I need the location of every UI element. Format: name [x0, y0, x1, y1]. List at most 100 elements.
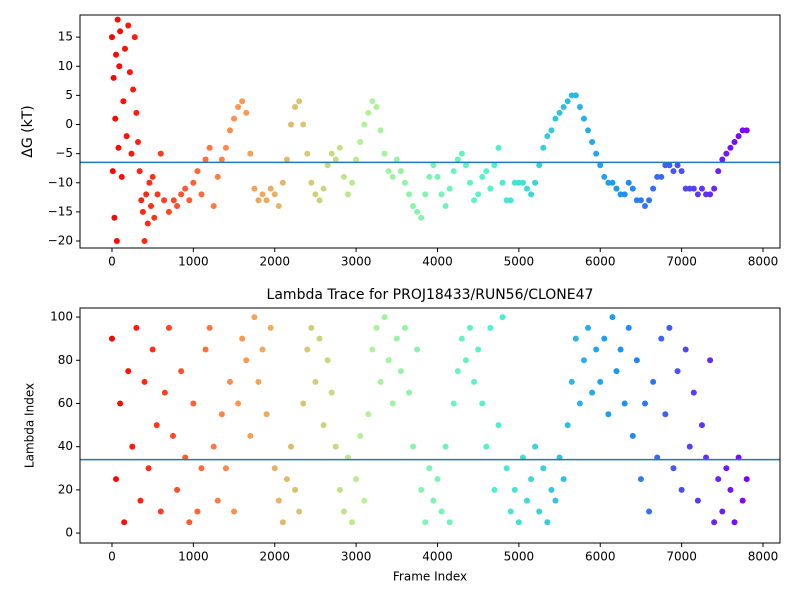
- point: [410, 443, 417, 450]
- point: [637, 476, 644, 483]
- y-axis-label: Lambda Index: [23, 383, 37, 468]
- point: [564, 422, 571, 429]
- point: [674, 162, 681, 169]
- point: [580, 357, 587, 364]
- point: [560, 104, 567, 111]
- point: [373, 104, 380, 111]
- point: [735, 133, 742, 140]
- point: [422, 519, 429, 526]
- x-tick-label: 2000: [259, 550, 290, 564]
- plot-frame: [79, 14, 781, 249]
- point: [239, 98, 246, 105]
- point: [723, 150, 730, 157]
- point: [418, 214, 425, 221]
- point: [239, 335, 246, 342]
- point: [637, 197, 644, 204]
- point: [381, 314, 388, 321]
- chart-title: Lambda Trace for PROJ18433/RUN56/CLONE47: [267, 287, 594, 303]
- point: [544, 519, 551, 526]
- point: [218, 156, 225, 163]
- point: [288, 443, 295, 450]
- point: [662, 411, 669, 418]
- y-tick-label: 0: [65, 526, 73, 540]
- point: [393, 156, 400, 163]
- point: [110, 74, 117, 81]
- point: [568, 378, 575, 385]
- point: [320, 185, 327, 192]
- point: [328, 150, 335, 157]
- point: [442, 203, 449, 210]
- point: [479, 173, 486, 180]
- point: [666, 162, 673, 169]
- point: [479, 400, 486, 407]
- point: [165, 208, 172, 215]
- point: [126, 69, 133, 76]
- point: [312, 378, 319, 385]
- point: [458, 150, 465, 157]
- point: [143, 191, 150, 198]
- point: [174, 203, 181, 210]
- y-axis-label: ΔG (kT): [20, 105, 36, 157]
- point: [576, 400, 583, 407]
- point: [589, 138, 596, 145]
- point: [304, 346, 311, 353]
- y-tick-label: 10: [58, 59, 73, 73]
- point: [226, 378, 233, 385]
- point: [743, 127, 750, 134]
- point: [483, 443, 490, 450]
- point: [300, 121, 307, 128]
- point: [222, 465, 229, 472]
- point: [170, 197, 177, 204]
- point: [548, 127, 555, 134]
- point: [122, 45, 129, 52]
- point: [247, 150, 254, 157]
- point: [128, 150, 135, 157]
- point: [438, 508, 445, 515]
- point: [406, 389, 413, 396]
- x-tick-label: 0: [108, 255, 116, 269]
- point: [349, 179, 356, 186]
- point: [743, 476, 750, 483]
- y-tick-label: 20: [58, 482, 73, 496]
- point: [629, 185, 636, 192]
- point: [536, 162, 543, 169]
- point: [674, 368, 681, 375]
- point: [296, 508, 303, 515]
- point: [385, 357, 392, 364]
- point: [369, 98, 376, 105]
- point: [471, 197, 478, 204]
- y-tick-label: −10: [48, 175, 73, 189]
- point: [114, 16, 121, 23]
- point: [308, 179, 315, 186]
- point: [336, 486, 343, 493]
- point: [308, 324, 315, 331]
- point: [324, 162, 331, 169]
- point: [462, 162, 469, 169]
- point: [548, 486, 555, 493]
- point: [118, 173, 125, 180]
- point: [585, 127, 592, 134]
- point: [186, 519, 193, 526]
- point: [450, 168, 457, 175]
- point: [231, 115, 238, 122]
- point: [131, 34, 138, 41]
- point: [670, 465, 677, 472]
- point: [609, 179, 616, 186]
- point: [511, 486, 518, 493]
- point: [499, 179, 506, 186]
- point: [369, 346, 376, 353]
- point: [138, 197, 145, 204]
- point: [613, 185, 620, 192]
- point: [532, 443, 539, 450]
- point: [190, 400, 197, 407]
- point: [593, 150, 600, 157]
- point: [393, 335, 400, 342]
- point: [698, 422, 705, 429]
- point: [430, 162, 437, 169]
- point: [135, 138, 142, 145]
- point: [414, 208, 421, 215]
- point: [202, 346, 209, 353]
- point: [426, 173, 433, 180]
- point: [646, 508, 653, 515]
